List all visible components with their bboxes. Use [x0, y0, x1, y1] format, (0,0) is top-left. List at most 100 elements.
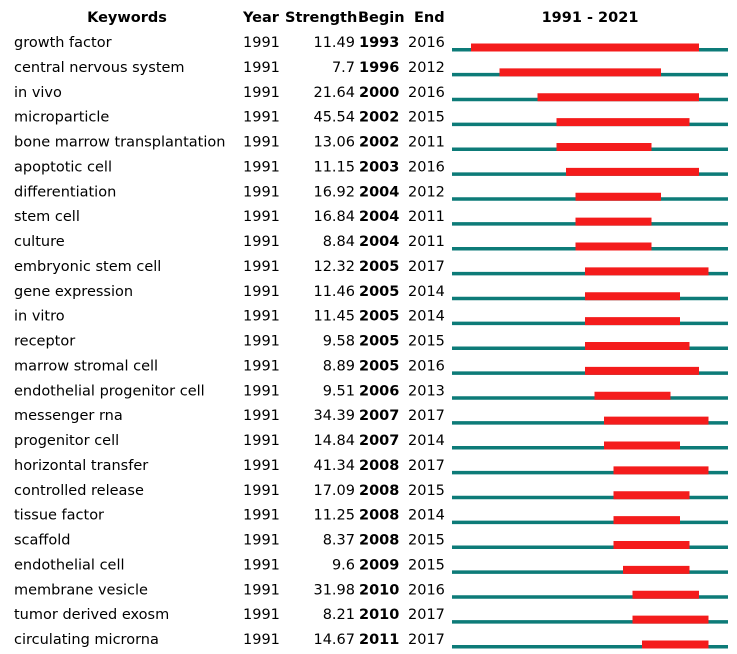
- year: 1991: [243, 110, 280, 126]
- keyword: endothelial progenitor cell: [14, 383, 205, 399]
- keyword: membrane vesicle: [14, 582, 148, 598]
- begin: 2006: [359, 383, 399, 399]
- strength: 16.84: [313, 209, 355, 225]
- end: 2016: [408, 582, 445, 598]
- strength: 11.46: [313, 284, 355, 300]
- end: 2017: [408, 607, 445, 623]
- year: 1991: [243, 334, 280, 350]
- strength: 14.67: [313, 632, 355, 648]
- begin: 2008: [359, 508, 399, 524]
- strength: 11.45: [313, 309, 355, 325]
- end: 2017: [408, 259, 445, 275]
- burst-bar: [556, 143, 652, 151]
- begin: 2011: [359, 632, 399, 648]
- keyword: central nervous system: [14, 60, 185, 76]
- keyword: receptor: [14, 334, 75, 350]
- burst-bar: [556, 118, 690, 127]
- strength: 11.49: [313, 35, 355, 51]
- burst-bar: [632, 615, 709, 624]
- keyword: differentiation: [14, 184, 116, 200]
- strength: 11.15: [313, 159, 355, 175]
- end: 2015: [408, 483, 445, 499]
- end: 2015: [408, 533, 445, 549]
- header-period: 1991 - 2021: [542, 10, 639, 26]
- strength: 8.21: [323, 607, 355, 623]
- begin: 2004: [359, 234, 399, 250]
- end: 2016: [408, 159, 445, 175]
- header-year: Year: [242, 10, 280, 26]
- year: 1991: [243, 85, 280, 101]
- timeline: [452, 446, 728, 450]
- burst-bar: [613, 516, 680, 525]
- timeline: [452, 570, 728, 574]
- strength: 7.7: [332, 60, 355, 76]
- end: 2014: [408, 309, 445, 325]
- begin: 1996: [359, 60, 399, 76]
- begin: 2005: [359, 309, 399, 325]
- burst-bar: [585, 366, 699, 375]
- year: 1991: [243, 135, 280, 151]
- header-end: End: [414, 10, 445, 26]
- begin: 2000: [359, 85, 399, 101]
- year: 1991: [243, 284, 280, 300]
- strength: 16.92: [313, 184, 355, 200]
- year: 1991: [243, 582, 280, 598]
- timeline: [452, 595, 728, 599]
- strength: 8.89: [323, 358, 355, 374]
- keyword: culture: [14, 234, 65, 250]
- end: 2016: [408, 358, 445, 374]
- end: 2013: [408, 383, 445, 399]
- burst-bar: [537, 93, 699, 102]
- keyword: growth factor: [14, 35, 112, 51]
- end: 2011: [408, 209, 445, 225]
- burst-bar: [642, 640, 709, 649]
- begin: 2005: [359, 284, 399, 300]
- end: 2017: [408, 632, 445, 648]
- keyword: embryonic stem cell: [14, 259, 161, 275]
- begin: 2008: [359, 458, 399, 474]
- begin: 2010: [359, 607, 399, 623]
- year: 1991: [243, 607, 280, 623]
- timeline: [452, 396, 728, 400]
- year: 1991: [243, 458, 280, 474]
- begin: 2002: [359, 135, 399, 151]
- end: 2016: [408, 85, 445, 101]
- keyword: marrow stromal cell: [14, 358, 158, 374]
- end: 2012: [408, 60, 445, 76]
- year: 1991: [243, 508, 280, 524]
- year: 1991: [243, 433, 280, 449]
- keyword: bone marrow transplantation: [14, 135, 225, 151]
- year: 1991: [243, 533, 280, 549]
- keyword: apoptotic cell: [14, 159, 112, 175]
- end: 2015: [408, 334, 445, 350]
- strength: 21.64: [313, 85, 355, 101]
- keyword: horizontal transfer: [14, 458, 148, 474]
- timeline: [452, 645, 728, 649]
- keyword: progenitor cell: [14, 433, 119, 449]
- strength: 9.6: [332, 557, 355, 573]
- year: 1991: [243, 408, 280, 424]
- begin: 2008: [359, 533, 399, 549]
- year: 1991: [243, 632, 280, 648]
- keyword: tissue factor: [14, 508, 104, 524]
- strength: 9.51: [323, 383, 355, 399]
- burst-bar: [585, 342, 690, 350]
- strength: 12.32: [313, 259, 355, 275]
- burst-bar: [575, 217, 652, 226]
- year: 1991: [243, 309, 280, 325]
- strength: 9.58: [323, 334, 355, 350]
- burst-bar: [594, 391, 671, 400]
- strength: 34.39: [313, 408, 355, 424]
- end: 2014: [408, 508, 445, 524]
- end: 2014: [408, 433, 445, 449]
- year: 1991: [243, 184, 280, 200]
- begin: 2010: [359, 582, 399, 598]
- header-keywords: Keywords: [87, 10, 167, 26]
- end: 2016: [408, 35, 445, 51]
- burst-bar: [613, 491, 690, 500]
- strength: 41.34: [313, 458, 355, 474]
- timeline: [452, 470, 728, 475]
- end: 2017: [408, 408, 445, 424]
